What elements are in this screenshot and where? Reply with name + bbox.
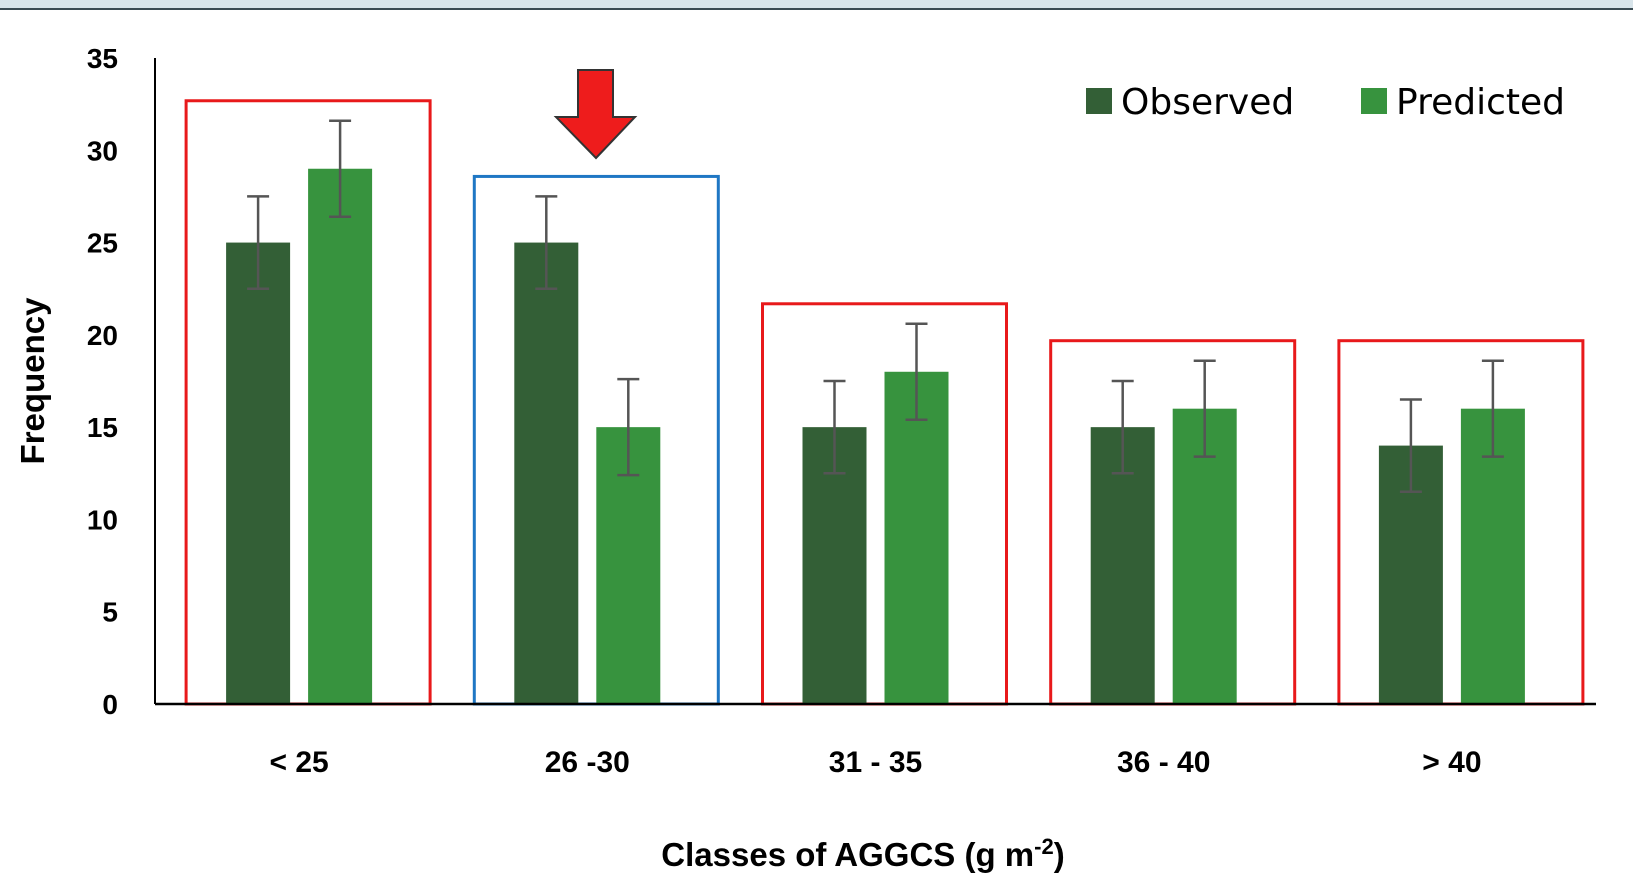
y-tick-label-15: 15	[87, 412, 118, 443]
x-category-label-36-40: 36 - 40	[1117, 746, 1210, 779]
bar-observed-25	[226, 242, 291, 705]
bar-observed-26-30	[514, 242, 579, 705]
x-category-label-40: > 40	[1422, 746, 1481, 779]
bars	[226, 168, 1525, 705]
error-bar-predicted-31-35	[905, 322, 928, 422]
bar-predicted-31-35	[884, 371, 949, 704]
x-category-labels: < 25 26 -30 31 - 35 36 - 40 > 40	[269, 746, 1481, 779]
error-bar-observed-36-40	[1111, 379, 1134, 475]
x-category-label-31-35: 31 - 35	[829, 746, 922, 779]
legend-label-observed: Observed	[1121, 82, 1294, 123]
y-tick-label-0: 0	[102, 689, 118, 720]
y-tick-label-30: 30	[87, 135, 118, 166]
legend-label-predicted: Predicted	[1396, 82, 1565, 123]
y-tick-label-10: 10	[87, 504, 118, 535]
bar-predicted-25	[308, 168, 373, 704]
legend: Observed Predicted	[1086, 82, 1565, 123]
error-bar-predicted-36-40	[1193, 359, 1216, 458]
y-tick-labels: 0 5 10 15 20 25 30 35	[87, 43, 118, 720]
x-category-label-26-30: 26 -30	[545, 746, 630, 779]
y-tick-label-5: 5	[102, 597, 118, 628]
error-bar-observed-31-35	[823, 379, 846, 475]
y-tick-label-20: 20	[87, 320, 118, 351]
legend-swatch-predicted	[1361, 88, 1387, 114]
window-top-strip	[0, 0, 1633, 10]
error-bars	[247, 119, 1504, 493]
y-tick-label-35: 35	[87, 43, 118, 74]
error-bar-observed-26-30	[535, 195, 558, 290]
axes	[154, 58, 1596, 706]
error-bar-observed-40	[1399, 398, 1422, 493]
x-category-label-25: < 25	[269, 746, 328, 779]
legend-swatch-observed	[1086, 88, 1112, 114]
red-down-arrow	[553, 69, 638, 160]
y-tick-label-25: 25	[87, 228, 118, 259]
error-bar-predicted-26-30	[617, 377, 640, 477]
x-axis-title-main: Classes of AGGCS (g m	[661, 836, 1034, 873]
error-bar-predicted-25	[329, 119, 352, 218]
x-axis-title-superscript: -2	[1034, 834, 1054, 859]
x-axis-title: Classes of AGGCS (g m-2)	[661, 834, 1064, 873]
error-bar-observed-25	[247, 195, 270, 290]
y-axis-title: Frequency	[14, 297, 51, 465]
error-bar-predicted-40	[1481, 359, 1504, 458]
x-axis-title-end: )	[1054, 836, 1065, 873]
